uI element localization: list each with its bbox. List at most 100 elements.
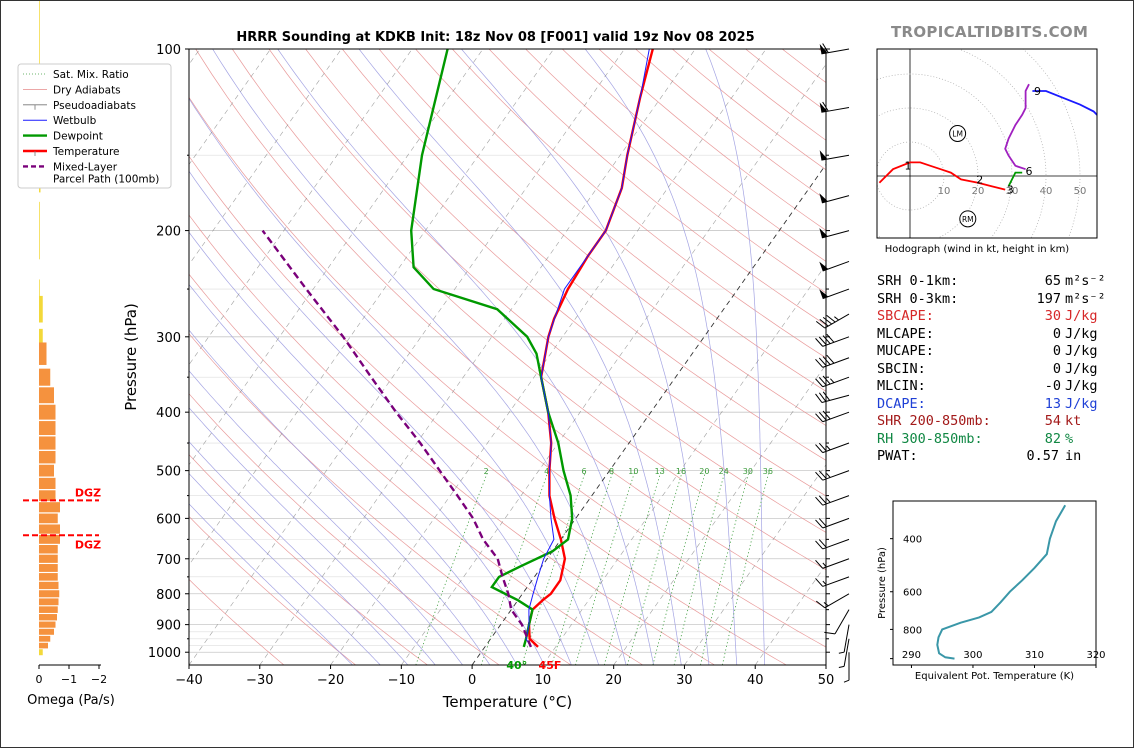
theta-e-x-tick-label: 300 bbox=[963, 650, 982, 661]
wind-barb-flag bbox=[818, 442, 827, 452]
wind-barb-flag bbox=[818, 412, 827, 421]
legend-label: Dry Adiabats bbox=[53, 84, 121, 96]
hodograph-height-label: 2 bbox=[976, 174, 983, 187]
wind-barb-flag bbox=[818, 377, 827, 386]
wind-barb-half-flag bbox=[826, 498, 831, 503]
wind-barb-half-flag bbox=[823, 602, 829, 607]
mixing-ratio-line bbox=[521, 470, 587, 665]
omega-bar bbox=[39, 477, 56, 490]
mixing-ratio-label: 13 bbox=[655, 467, 665, 476]
brand-watermark: TROPICALTIDBITS.COM bbox=[891, 23, 1089, 41]
mixing-ratio-line bbox=[722, 470, 770, 665]
wind-barb-staff bbox=[822, 442, 850, 454]
omega-bar bbox=[39, 573, 58, 581]
wind-barb-flag bbox=[818, 495, 827, 505]
omega-bar bbox=[39, 502, 60, 513]
omega-bar bbox=[39, 649, 43, 656]
wind-barb-flag bbox=[822, 101, 829, 112]
wind-barb-half-flag bbox=[822, 562, 827, 568]
wind-barb-staff bbox=[824, 313, 850, 329]
stat-unit: % bbox=[1065, 430, 1074, 447]
wind-barb-flag bbox=[815, 540, 824, 550]
legend-label: Pseudoadiabats bbox=[53, 100, 136, 112]
wind-barb bbox=[819, 43, 850, 55]
stat-unit: J/kg bbox=[1065, 308, 1098, 324]
stat-value: 0.57 bbox=[1026, 448, 1059, 464]
wind-barb bbox=[815, 593, 850, 609]
hodograph-title: Hodograph (wind in kt, height in km) bbox=[885, 244, 1070, 255]
stat-label: SBCAPE: bbox=[877, 308, 934, 324]
stat-unit: J/kg bbox=[1065, 325, 1098, 342]
stat-unit: J/kg bbox=[1065, 378, 1098, 394]
omega-bar bbox=[39, 614, 57, 621]
mixing-ratio-label: 8 bbox=[609, 467, 614, 476]
pseudoadiabat-line bbox=[461, 49, 710, 665]
stat-value: 82 bbox=[1044, 430, 1061, 447]
stat-value: 0 bbox=[1052, 360, 1061, 377]
dry-adiabat-line bbox=[415, 49, 826, 392]
skewt-frame bbox=[188, 48, 827, 666]
omega-bar bbox=[39, 606, 58, 613]
stat-row: DCAPE: 13 J/kg bbox=[877, 396, 1127, 414]
stat-value: 30 bbox=[1044, 308, 1061, 324]
dry-adiabat-line bbox=[305, 49, 826, 497]
hodograph-ring bbox=[957, 49, 1047, 238]
omega-x-tick-label: 0 bbox=[36, 673, 43, 686]
stat-row: RH 300-850mb: 82% bbox=[877, 431, 1127, 449]
wind-barb-staff bbox=[822, 411, 850, 423]
theta-e-panel: 290 300 310 320 400 600 800 Equivalent Pot. Tem… bbox=[877, 500, 1106, 682]
hodograph-ring bbox=[877, 107, 979, 238]
dry-adiabat-line bbox=[378, 49, 826, 426]
dewpoint-line bbox=[409, 49, 574, 648]
pseudoadiabat-line bbox=[189, 407, 436, 665]
legend-label: Wetbulb bbox=[53, 115, 97, 127]
wind-barb bbox=[819, 260, 850, 272]
wind-barb-staff bbox=[834, 609, 850, 635]
y-tick-label: 700 bbox=[156, 553, 181, 568]
stat-unit: J/kg bbox=[1065, 395, 1098, 412]
omega-bar bbox=[39, 342, 47, 365]
legend-label: Parcel Path (100mb) bbox=[53, 173, 159, 185]
dry-adiabat-line bbox=[189, 578, 285, 665]
surface-dewpoint-label: 40° bbox=[506, 659, 527, 672]
dry-adiabat-line bbox=[268, 49, 826, 533]
legend-label: Dewpoint bbox=[53, 131, 103, 143]
wind-barb bbox=[815, 538, 850, 550]
pseudoadiabat-line bbox=[584, 49, 738, 665]
pseudoadiabat-line bbox=[212, 49, 627, 665]
stat-unit: m²s⁻² bbox=[1065, 290, 1106, 307]
wind-barb bbox=[815, 313, 850, 329]
stat-unit: J/kg bbox=[1065, 360, 1098, 377]
hodograph-ring-label: 10 bbox=[938, 186, 951, 197]
pseudoadiabat-line bbox=[189, 441, 409, 665]
dry-adiabat-line bbox=[189, 393, 500, 665]
wind-barb-staff bbox=[824, 593, 850, 609]
y-tick-label: 600 bbox=[156, 512, 181, 527]
stat-label: SHR 200-850mb: bbox=[877, 413, 991, 429]
omega-x-tick-label: −2 bbox=[91, 673, 107, 686]
x-axis-title: Temperature (°C) bbox=[442, 693, 572, 711]
pseudoadiabat-line bbox=[189, 503, 353, 665]
wind-barb-flag bbox=[826, 354, 835, 364]
wind-barb bbox=[815, 470, 850, 481]
wind-barb bbox=[815, 495, 850, 506]
wind-barb-staff bbox=[821, 106, 850, 113]
stat-label: SBCIN: bbox=[877, 360, 926, 377]
wind-barb-pennant bbox=[819, 102, 828, 113]
isotherm-line bbox=[189, 49, 625, 665]
stats-panel: SRH 0-1km: 65 m²s⁻² SRH 0-3km: 197 m²s⁻² SBCAP… bbox=[877, 273, 1127, 466]
wind-barb-staff bbox=[822, 376, 850, 388]
wind-barb-flag bbox=[818, 539, 827, 548]
omega-bar bbox=[39, 554, 58, 563]
wind-barb-pennant bbox=[819, 44, 828, 54]
hodograph-ring-label: 30 bbox=[1006, 186, 1019, 197]
wind-barb-flag bbox=[815, 320, 826, 329]
hodograph-segment-line bbox=[1032, 90, 1097, 117]
wind-barb-flag bbox=[822, 335, 831, 344]
theta-e-line bbox=[936, 504, 1067, 660]
pseudoadiabat-line bbox=[277, 49, 654, 665]
wind-barb-flag bbox=[815, 393, 823, 403]
hodograph-height-label: 6 bbox=[1026, 165, 1033, 178]
wind-barb bbox=[815, 442, 850, 454]
